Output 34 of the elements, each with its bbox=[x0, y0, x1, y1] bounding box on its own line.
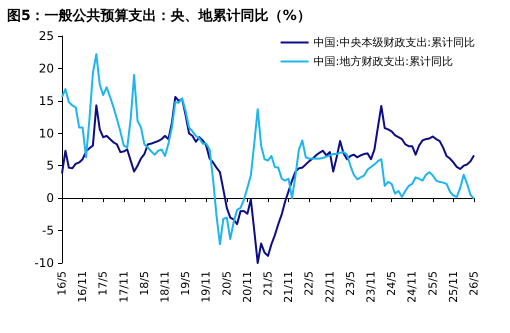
x-tick-label: 20/11 bbox=[240, 271, 254, 303]
x-tick-label: 18/5 bbox=[138, 271, 151, 296]
x-tick-label: 23/11 bbox=[364, 271, 378, 303]
x-tick-label: 16/11 bbox=[76, 271, 90, 303]
y-tick-label: -5 bbox=[42, 224, 54, 238]
line-series bbox=[61, 53, 475, 246]
x-tick-label: 17/5 bbox=[96, 271, 110, 296]
x-tick-label: 22/5 bbox=[302, 271, 316, 296]
legend-label: 中国:中央本级财政支出:累计同比 bbox=[314, 36, 476, 49]
x-tick-label: 17/11 bbox=[117, 271, 130, 303]
x-tick-label: 21/11 bbox=[282, 271, 296, 303]
x-tick-label: 18/11 bbox=[158, 271, 172, 303]
y-tick-label: 10 bbox=[38, 126, 54, 140]
x-tick-label: 21/5 bbox=[262, 271, 274, 296]
line-series bbox=[61, 96, 475, 264]
x-tick-label: 20/5 bbox=[220, 271, 234, 296]
x-tick-label: 23/5 bbox=[344, 271, 357, 296]
x-tick-label: 19/11 bbox=[200, 271, 213, 303]
x-tick-label: 22/11 bbox=[323, 271, 336, 303]
x-tick-label: 19/5 bbox=[179, 271, 192, 296]
legend-label: 中国:地方财政支出:累计同比 bbox=[314, 55, 454, 68]
chart-title: 图5：一般公共预算支出：央、地累计同比（%） bbox=[7, 8, 311, 24]
x-tick-label: 24/11 bbox=[406, 271, 419, 303]
y-tick-label: 20 bbox=[38, 61, 54, 76]
y-tick-label: 0 bbox=[46, 191, 54, 206]
x-tick-label: 26/5 bbox=[468, 271, 480, 296]
y-tick-label: 15 bbox=[38, 94, 54, 108]
y-tick-label: 25 bbox=[38, 29, 54, 43]
x-tick-label: 25/11 bbox=[446, 271, 460, 303]
x-tick-label: 25/5 bbox=[426, 271, 440, 296]
x-tick-label: 16/5 bbox=[56, 271, 68, 296]
x-tick-label: 24/5 bbox=[385, 271, 398, 296]
y-tick-label: -10 bbox=[34, 256, 54, 270]
y-tick-label: 5 bbox=[46, 158, 54, 173]
